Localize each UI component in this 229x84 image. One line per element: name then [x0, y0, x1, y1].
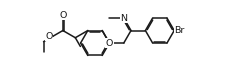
Text: Br: Br [173, 26, 184, 35]
Text: O: O [59, 11, 66, 20]
Text: N: N [120, 14, 127, 23]
Text: O: O [45, 32, 53, 41]
Text: O: O [105, 38, 113, 47]
